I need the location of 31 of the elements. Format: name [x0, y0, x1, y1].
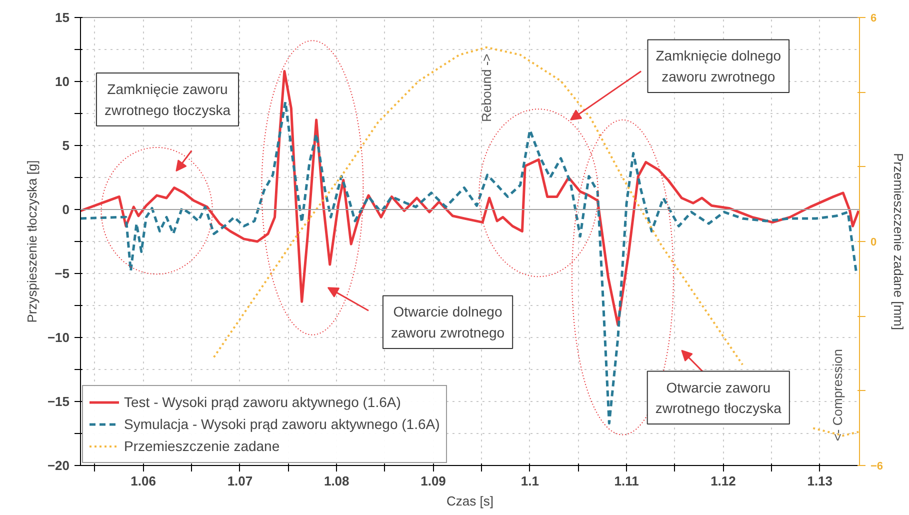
annotation: Rebound ->: [478, 54, 494, 122]
y-tick-label: −10: [47, 330, 70, 345]
y-tick-label: 10: [55, 74, 70, 89]
y2-tick-label: −6: [870, 460, 884, 472]
y2-tick-label: 6: [870, 12, 877, 24]
x-tick-label: 1.06: [130, 474, 156, 488]
legend-label: Przemieszczenie zadane: [124, 438, 280, 454]
annotation: Zamknięcie dolnego zaworu zwrotnego: [656, 48, 782, 85]
annotation: <- Compression: [830, 349, 845, 442]
y-tick-label: 0: [62, 202, 70, 217]
x-tick-label: 1.13: [807, 474, 833, 488]
y-tick-label: −15: [47, 394, 70, 409]
x-tick-label: 1.07: [227, 474, 253, 488]
annotation: Zamknięcie zaworu zwrotnego tłoczyska: [104, 81, 231, 118]
y-tick-label: −20: [47, 458, 70, 473]
legend-label: Test - Wysoki prąd zaworu aktywnego (1.6A): [124, 394, 401, 410]
y2-axis-title: Przemieszczenie zadane [mm]: [891, 152, 906, 330]
annotation: Otwarcie zaworu zwrotnego tłoczyska: [655, 379, 782, 416]
x-tick-label: 1.11: [614, 474, 639, 488]
y2-tick-label: 0: [870, 236, 877, 248]
y-tick-label: 5: [62, 138, 70, 153]
y-axis-title: Przyspieszenie tłoczyska [g]: [24, 160, 40, 323]
annotation: Otwarcie dolnego zaworu zwrotnego: [390, 304, 505, 341]
x-axis-title: Czas [s]: [446, 494, 494, 508]
y-tick-label: −5: [54, 266, 70, 281]
y-tick-label: 15: [55, 10, 70, 25]
x-tick-label: 1.1: [520, 474, 539, 488]
x-tick-label: 1.12: [710, 474, 736, 488]
x-tick-label: 1.08: [324, 474, 350, 488]
legend-label: Symulacja - Wysoki prąd zaworu aktywnego (1.6A): [124, 416, 440, 432]
x-tick-label: 1.09: [420, 474, 446, 488]
